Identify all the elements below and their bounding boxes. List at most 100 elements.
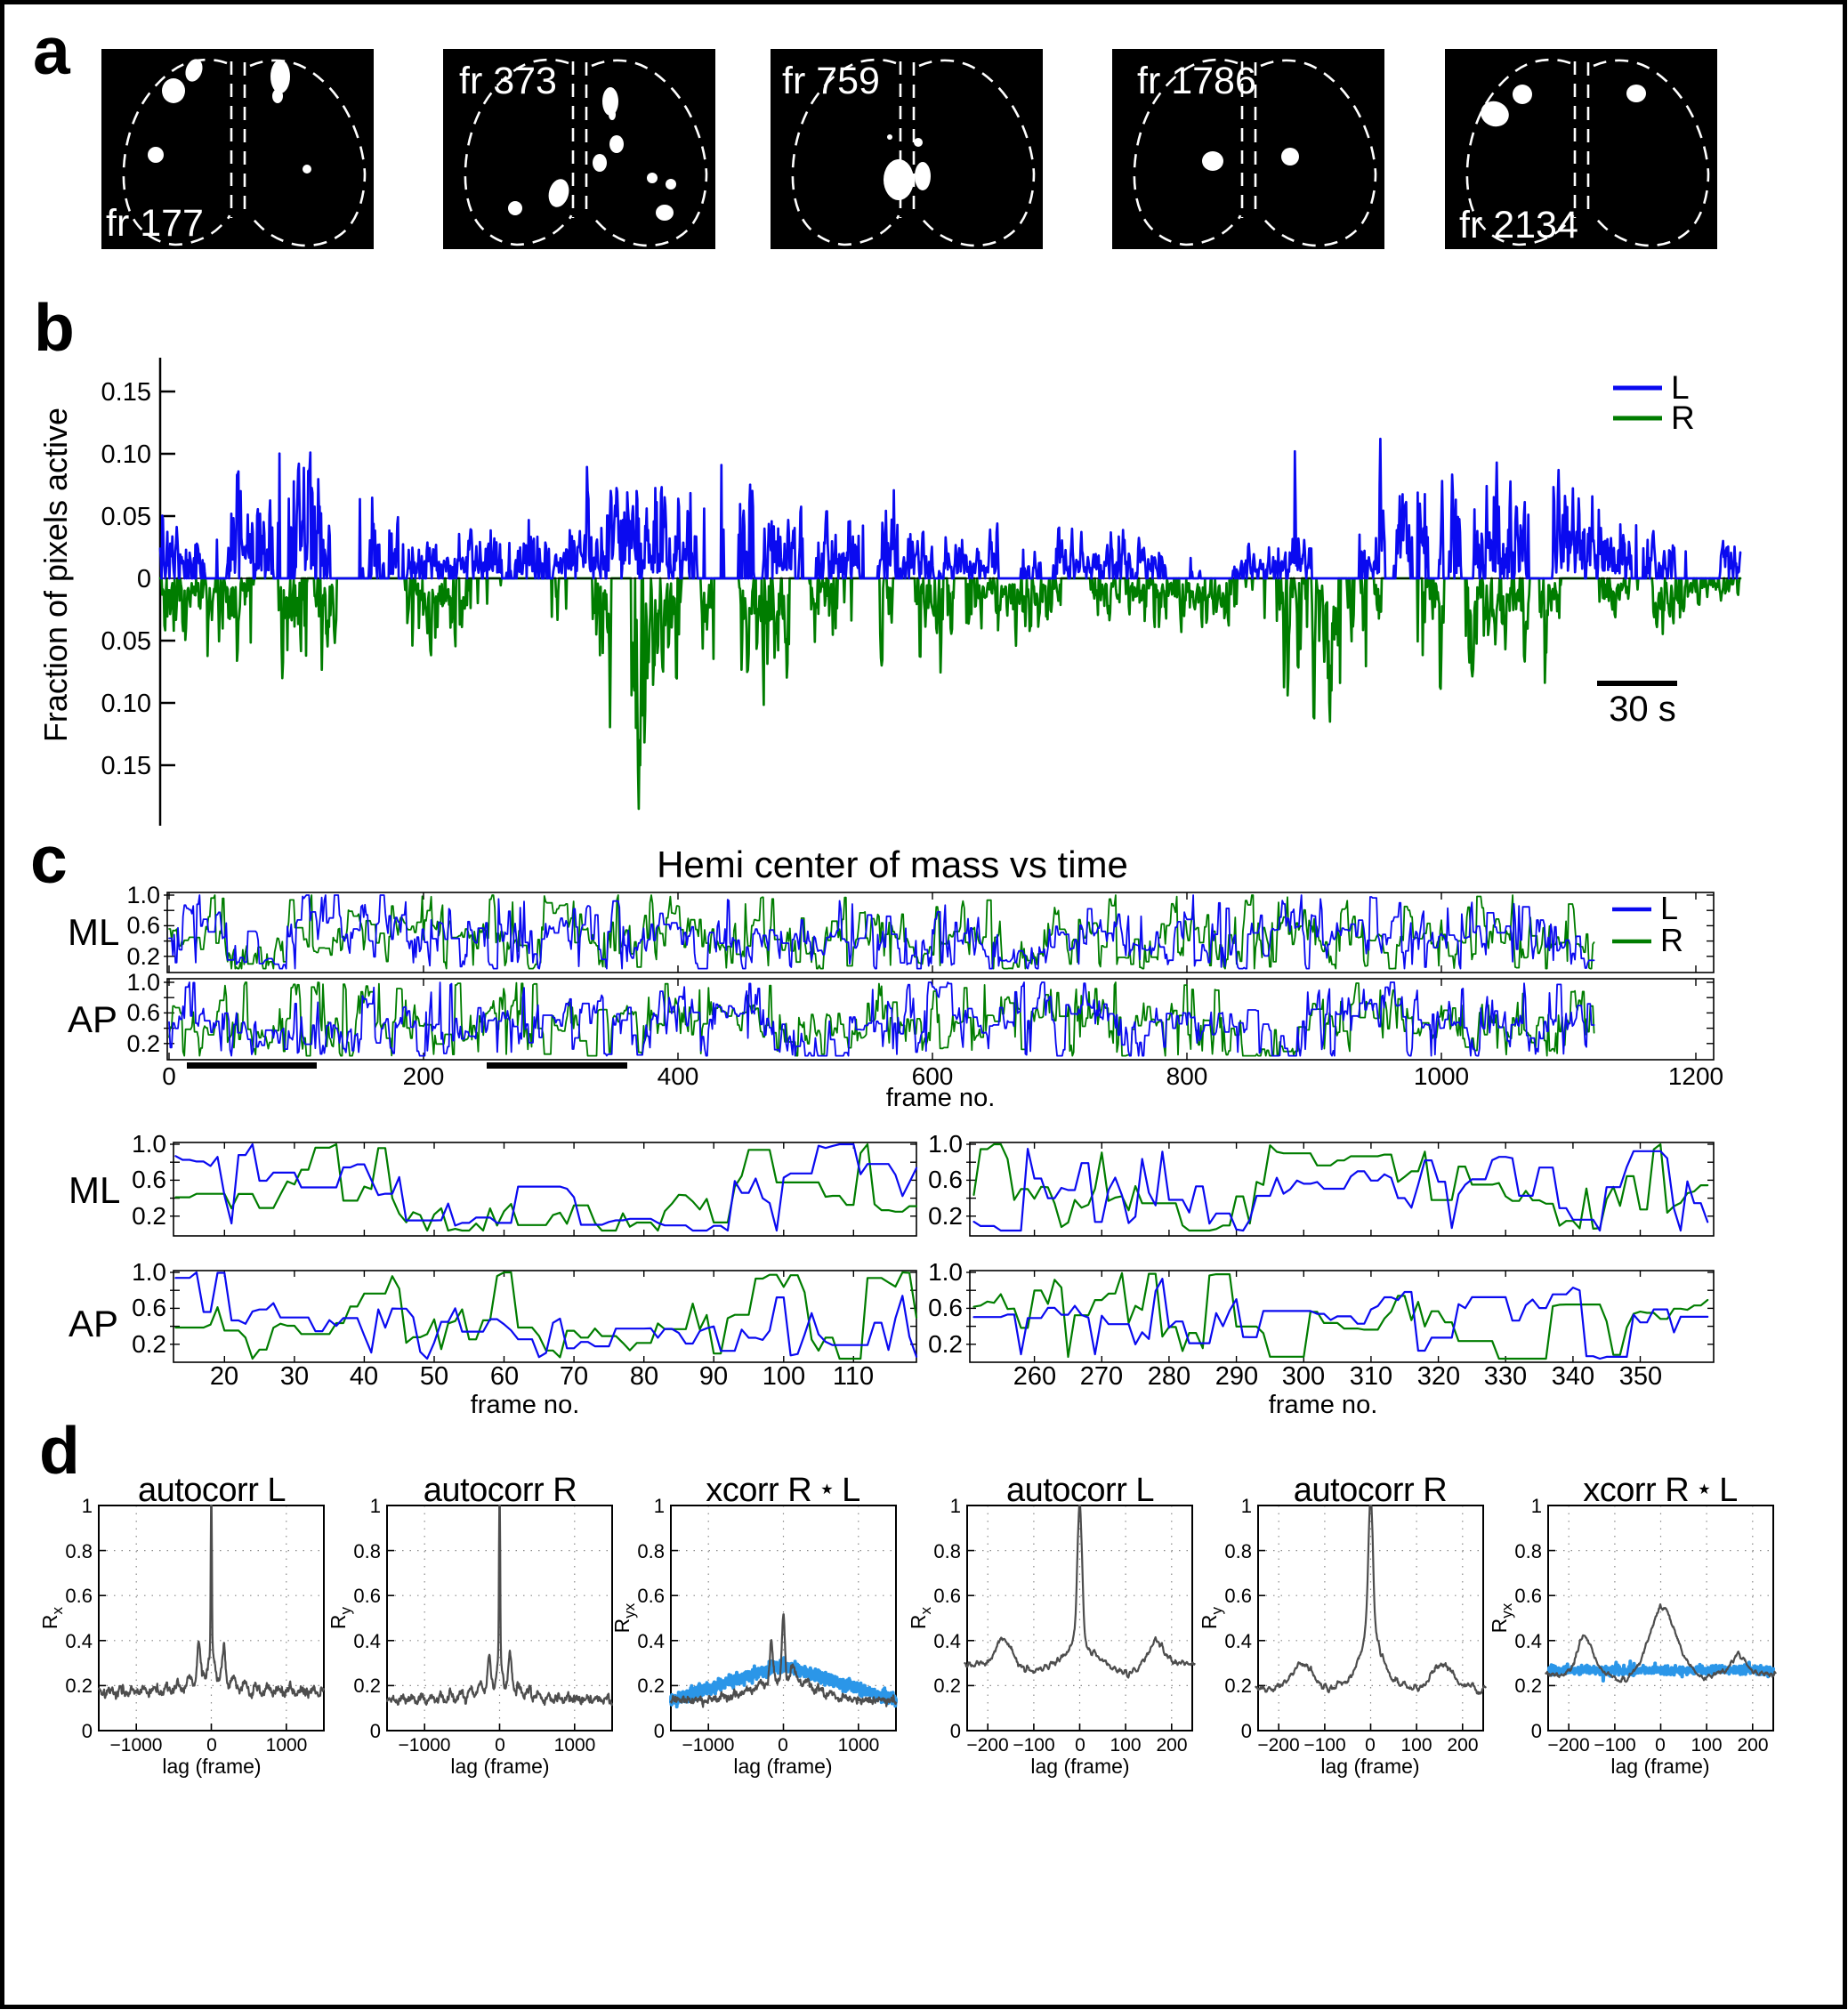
svg-text:0.2: 0.2 xyxy=(353,1675,381,1697)
svg-text:1000: 1000 xyxy=(266,1735,308,1756)
svg-text:−100: −100 xyxy=(1303,1735,1345,1756)
svg-text:260: 260 xyxy=(1013,1362,1056,1391)
svg-text:0.8: 0.8 xyxy=(1514,1540,1542,1562)
svg-text:0.2: 0.2 xyxy=(1224,1675,1252,1697)
svg-text:100: 100 xyxy=(1110,1735,1141,1756)
svg-text:0: 0 xyxy=(778,1735,788,1756)
svg-text:autocorr L: autocorr L xyxy=(138,1472,286,1509)
svg-text:fr 1786: fr 1786 xyxy=(1137,60,1256,102)
svg-text:1: 1 xyxy=(950,1495,961,1517)
svg-text:0: 0 xyxy=(1531,1720,1542,1742)
svg-text:R: R xyxy=(1660,922,1683,958)
svg-text:0.6: 0.6 xyxy=(353,1585,381,1607)
svg-text:320: 320 xyxy=(1417,1362,1460,1391)
svg-text:1.0: 1.0 xyxy=(126,969,160,996)
svg-text:autocorr L: autocorr L xyxy=(1006,1472,1154,1509)
svg-text:100: 100 xyxy=(1400,1735,1432,1756)
svg-text:0.15: 0.15 xyxy=(101,378,151,407)
svg-text:lag (frame): lag (frame) xyxy=(1320,1755,1419,1778)
svg-text:lag (frame): lag (frame) xyxy=(450,1755,549,1778)
svg-text:−100: −100 xyxy=(1594,1735,1635,1756)
svg-text:0.8: 0.8 xyxy=(637,1540,665,1562)
svg-text:L: L xyxy=(1660,890,1678,926)
svg-text:0: 0 xyxy=(1655,1735,1666,1756)
svg-text:280: 280 xyxy=(1148,1362,1190,1391)
svg-text:ML: ML xyxy=(68,911,119,953)
svg-text:Ry: Ry xyxy=(1198,1606,1225,1629)
svg-text:330: 330 xyxy=(1484,1362,1527,1391)
svg-text:50: 50 xyxy=(420,1362,448,1391)
svg-text:ML: ML xyxy=(69,1169,120,1211)
svg-text:0.6: 0.6 xyxy=(1514,1585,1542,1607)
svg-text:0.4: 0.4 xyxy=(1514,1630,1542,1652)
svg-text:90: 90 xyxy=(699,1362,728,1391)
svg-text:0: 0 xyxy=(654,1720,665,1742)
svg-text:200: 200 xyxy=(1156,1735,1187,1756)
svg-text:20: 20 xyxy=(210,1362,238,1391)
svg-text:frame no.: frame no. xyxy=(886,1084,996,1112)
svg-text:600: 600 xyxy=(912,1062,954,1090)
svg-text:200: 200 xyxy=(403,1062,445,1090)
svg-text:0.15: 0.15 xyxy=(101,752,151,780)
svg-text:0.8: 0.8 xyxy=(933,1540,961,1562)
svg-text:0.2: 0.2 xyxy=(1514,1675,1542,1697)
svg-text:0: 0 xyxy=(1365,1735,1376,1756)
svg-text:300: 300 xyxy=(1282,1362,1325,1391)
svg-text:c: c xyxy=(30,822,68,897)
svg-text:1000: 1000 xyxy=(838,1735,880,1756)
svg-text:100: 100 xyxy=(1691,1735,1722,1756)
svg-text:340: 340 xyxy=(1552,1362,1594,1391)
svg-text:100: 100 xyxy=(763,1362,805,1391)
svg-text:0: 0 xyxy=(82,1720,93,1742)
svg-text:0: 0 xyxy=(206,1735,217,1756)
svg-text:0.2: 0.2 xyxy=(65,1675,93,1697)
svg-text:fr 373: fr 373 xyxy=(459,60,557,102)
svg-text:L: L xyxy=(1671,369,1690,406)
svg-text:0.2: 0.2 xyxy=(132,1202,166,1230)
svg-text:Fraction of pixels active: Fraction of pixels active xyxy=(37,408,74,742)
svg-text:0.8: 0.8 xyxy=(1224,1540,1252,1562)
svg-text:lag (frame): lag (frame) xyxy=(1610,1755,1709,1778)
svg-text:30 s: 30 s xyxy=(1609,690,1676,729)
svg-text:−200: −200 xyxy=(1547,1735,1589,1756)
svg-text:0.2: 0.2 xyxy=(637,1675,665,1697)
svg-text:−200: −200 xyxy=(966,1735,1008,1756)
svg-text:0.10: 0.10 xyxy=(101,690,151,718)
svg-text:−1000: −1000 xyxy=(399,1735,451,1756)
svg-text:frame no.: frame no. xyxy=(1269,1391,1378,1419)
svg-text:110: 110 xyxy=(833,1362,874,1391)
svg-text:0.8: 0.8 xyxy=(353,1540,381,1562)
svg-text:270: 270 xyxy=(1080,1362,1123,1391)
svg-text:−1000: −1000 xyxy=(682,1735,735,1756)
svg-text:80: 80 xyxy=(630,1362,658,1391)
svg-text:fr 759: fr 759 xyxy=(782,60,880,102)
svg-text:0.6: 0.6 xyxy=(126,999,160,1026)
svg-text:1: 1 xyxy=(1241,1495,1252,1517)
svg-text:0: 0 xyxy=(495,1735,505,1756)
svg-text:0.6: 0.6 xyxy=(933,1585,961,1607)
svg-text:0.2: 0.2 xyxy=(126,1030,160,1057)
svg-text:0.2: 0.2 xyxy=(928,1330,963,1358)
svg-text:1.0: 1.0 xyxy=(928,1130,963,1158)
svg-text:1.0: 1.0 xyxy=(132,1130,166,1158)
svg-text:fr 2134: fr 2134 xyxy=(1459,204,1578,246)
svg-text:fr 177: fr 177 xyxy=(106,202,204,245)
svg-text:1200: 1200 xyxy=(1668,1062,1723,1090)
svg-text:autocorr R: autocorr R xyxy=(424,1472,577,1509)
svg-text:0.4: 0.4 xyxy=(353,1630,381,1652)
svg-text:1.0: 1.0 xyxy=(928,1258,963,1286)
svg-text:xcorr R ★ L: xcorr R ★ L xyxy=(706,1472,860,1509)
svg-text:0: 0 xyxy=(370,1720,381,1742)
svg-text:30: 30 xyxy=(280,1362,309,1391)
svg-text:0.05: 0.05 xyxy=(101,503,151,531)
svg-text:0.6: 0.6 xyxy=(132,1294,166,1321)
svg-text:frame no.: frame no. xyxy=(471,1391,580,1419)
svg-text:800: 800 xyxy=(1166,1062,1208,1090)
svg-text:0.6: 0.6 xyxy=(928,1294,963,1321)
svg-text:0: 0 xyxy=(162,1062,176,1090)
svg-text:400: 400 xyxy=(658,1062,699,1090)
svg-text:lag (frame): lag (frame) xyxy=(162,1755,261,1778)
svg-text:autocorr R: autocorr R xyxy=(1294,1472,1447,1509)
svg-text:lag (frame): lag (frame) xyxy=(733,1755,832,1778)
svg-text:Hemi center of mass vs time: Hemi center of mass vs time xyxy=(657,844,1128,885)
